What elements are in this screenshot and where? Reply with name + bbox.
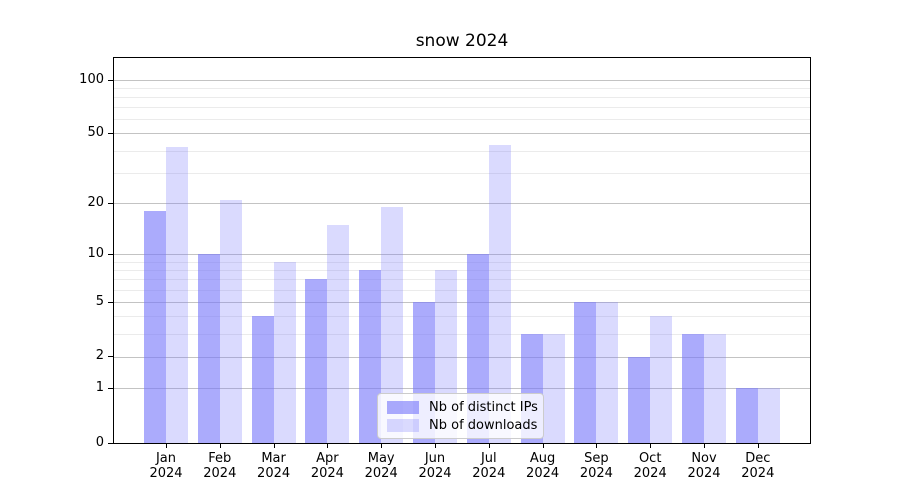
x-tick-mark [488, 443, 490, 448]
legend-item-downloads: Nb of downloads [387, 417, 538, 433]
x-tick-label: Nov 2024 [687, 451, 721, 481]
bar-downloads-dec [757, 388, 780, 443]
bar-downloads-jan [166, 146, 188, 443]
x-tick-label: Aug 2024 [526, 451, 560, 481]
bar-ips-sep [574, 301, 597, 443]
gridline-minor [114, 119, 810, 121]
x-tick-mark [650, 443, 652, 448]
bar-ips-may [359, 270, 382, 443]
bar-downloads-aug [542, 333, 565, 443]
bar-downloads-apr [327, 224, 350, 443]
bar-downloads-feb [219, 199, 242, 443]
gridline-minor [114, 279, 810, 281]
x-tick-label: Dec 2024 [741, 451, 775, 481]
gridline-minor [114, 172, 810, 174]
chart-title: snow 2024 [415, 31, 509, 51]
x-tick-mark [166, 443, 167, 448]
gridline-major [114, 79, 810, 81]
gridline-minor [114, 261, 810, 263]
gridline-major [114, 301, 810, 303]
x-tick-label: Mar 2024 [257, 451, 291, 481]
bar-ips-mar [251, 316, 274, 443]
x-tick-label: May 2024 [364, 451, 398, 481]
y-tick-label: 0 [95, 435, 104, 450]
x-tick-mark [381, 443, 383, 448]
x-tick-label: Feb 2024 [203, 451, 237, 481]
y-tick-label: 5 [95, 294, 104, 309]
gridline-minor [114, 333, 810, 335]
gridline-major [114, 356, 810, 358]
bar-downloads-sep [596, 301, 619, 443]
x-tick-mark [435, 443, 436, 448]
x-tick-label: Jan 2024 [149, 451, 183, 481]
x-tick-mark [596, 443, 598, 448]
bar-ips-dec [735, 388, 758, 443]
bar-downloads-may [381, 207, 404, 443]
legend-swatch-downloads [387, 418, 419, 432]
y-tick-label: 2 [95, 348, 104, 363]
x-tick-mark [273, 443, 275, 448]
x-tick-label: Jun 2024 [418, 451, 452, 481]
x-tick-mark [542, 443, 544, 448]
y-tick-mark [108, 388, 113, 389]
legend: Nb of distinct IPs Nb of downloads [377, 393, 544, 439]
y-tick-mark [108, 302, 113, 303]
bar-ips-feb [197, 254, 220, 443]
x-tick-mark [219, 443, 221, 448]
bar-ips-nov [682, 333, 704, 443]
legend-label-distinct-ips: Nb of distinct IPs [429, 399, 538, 415]
bar-ips-jan [144, 211, 166, 443]
gridline-major [114, 388, 810, 390]
bar-downloads-nov [704, 333, 726, 443]
bar-downloads-mar [273, 261, 296, 443]
y-tick-mark [108, 254, 113, 255]
gridline-minor [114, 87, 810, 89]
x-tick-label: Oct 2024 [633, 451, 667, 481]
gridline-minor [114, 316, 810, 318]
y-tick-label: 50 [87, 125, 104, 140]
y-tick-label: 20 [87, 195, 104, 210]
bar-downloads-oct [650, 316, 673, 443]
bar-ips-oct [628, 356, 651, 443]
y-tick-mark [108, 443, 113, 444]
x-tick-mark [704, 443, 705, 448]
x-tick-mark [327, 443, 329, 448]
x-tick-mark [757, 443, 759, 448]
y-tick-mark [108, 203, 113, 204]
y-tick-mark [108, 133, 113, 134]
gridline-minor [114, 150, 810, 152]
legend-item-distinct-ips: Nb of distinct IPs [387, 399, 538, 415]
gridline-major [114, 254, 810, 256]
y-tick-label: 1 [95, 380, 104, 395]
gridline-major [114, 203, 810, 205]
gridline-minor [114, 270, 810, 271]
gridline-minor [114, 107, 810, 109]
y-tick-mark [108, 356, 113, 357]
x-tick-label: Sep 2024 [579, 451, 613, 481]
legend-swatch-distinct-ips [387, 400, 419, 414]
bar-ips-apr [305, 279, 328, 443]
bar-downloads-jul [488, 145, 511, 443]
y-tick-label: 100 [79, 72, 104, 87]
gridline-major [114, 133, 810, 135]
x-tick-label: Jul 2024 [472, 451, 506, 481]
y-tick-mark [108, 80, 113, 81]
x-tick-label: Apr 2024 [310, 451, 344, 481]
gridline-minor [114, 289, 810, 291]
gridline-minor [114, 97, 810, 98]
plot-area [113, 57, 811, 444]
y-tick-label: 10 [87, 246, 104, 261]
legend-label-downloads: Nb of downloads [429, 417, 538, 433]
